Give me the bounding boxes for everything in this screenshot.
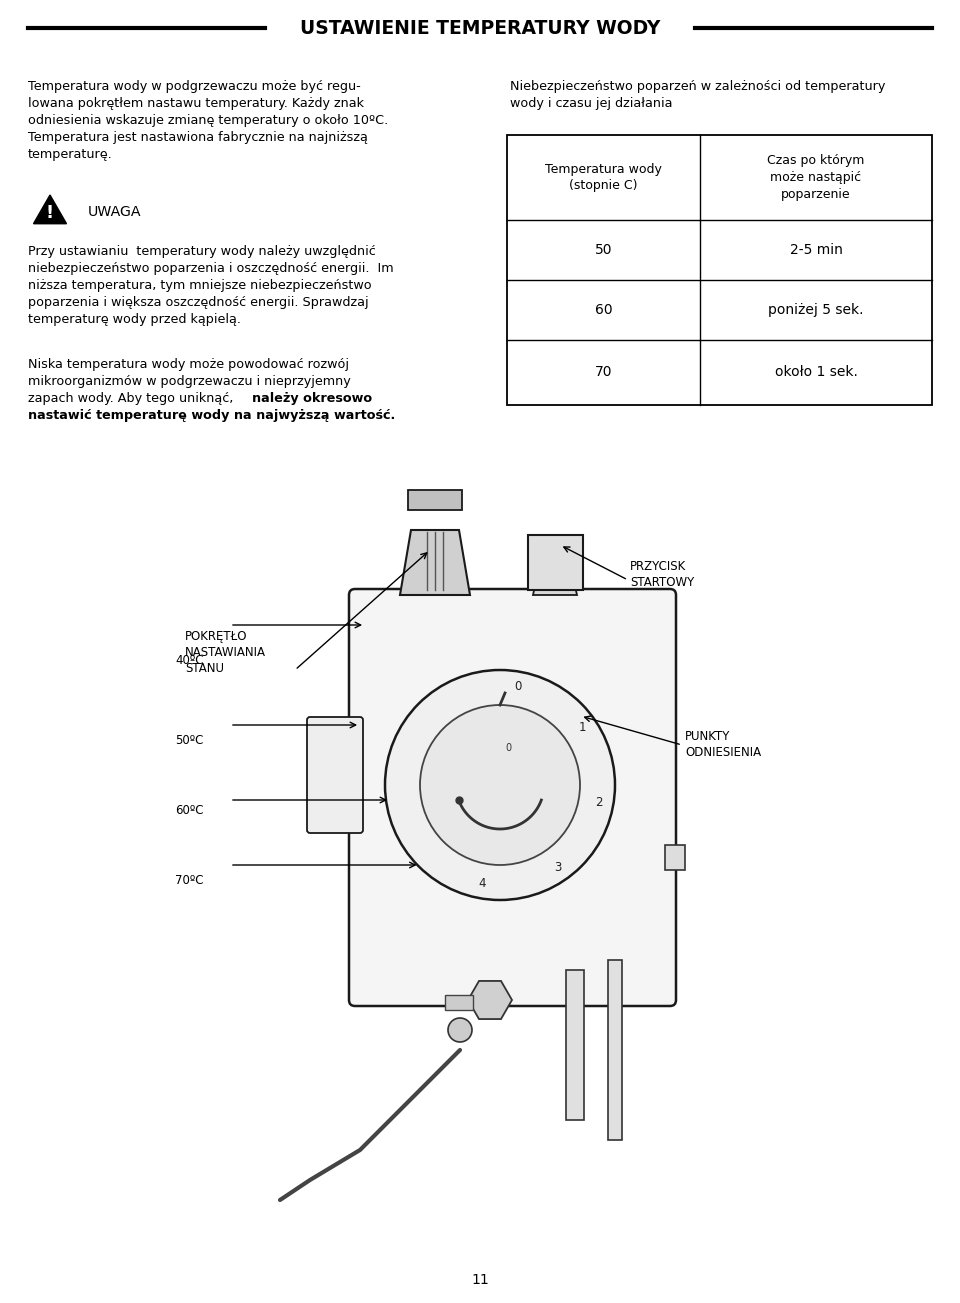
Text: temperaturę wody przed kąpielą.: temperaturę wody przed kąpielą.	[28, 313, 241, 326]
Text: 60: 60	[594, 304, 612, 317]
Bar	[507, 136, 932, 405]
Bar	[408, 490, 462, 509]
Text: nastawić temperaturę wody na najwyższą wartość.: nastawić temperaturę wody na najwyższą w…	[28, 409, 396, 422]
Text: 3: 3	[554, 861, 562, 874]
Bar	[527, 536, 583, 590]
Text: 11: 11	[471, 1273, 489, 1287]
Polygon shape	[533, 577, 577, 595]
Bar	[608, 960, 622, 1140]
Text: PUNKTY
ODNIESIENIA: PUNKTY ODNIESIENIA	[685, 730, 761, 760]
Text: zapach wody. Aby tego uniknąć,: zapach wody. Aby tego uniknąć,	[28, 392, 237, 405]
Text: 40ºC: 40ºC	[175, 654, 204, 667]
Text: 70ºC: 70ºC	[175, 873, 204, 886]
Polygon shape	[468, 981, 512, 1019]
Text: !: !	[46, 205, 54, 222]
Text: Temperatura jest nastawiona fabrycznie na najniższą: Temperatura jest nastawiona fabrycznie n…	[28, 132, 368, 145]
Text: PRZYCISK
STARTOWY: PRZYCISK STARTOWY	[630, 560, 694, 589]
Bar	[566, 969, 584, 1121]
Text: USTAWIENIE TEMPERATURY WODY: USTAWIENIE TEMPERATURY WODY	[300, 18, 660, 38]
Text: należy okresowo: należy okresowo	[252, 392, 372, 405]
Circle shape	[448, 1018, 472, 1042]
Text: Temperatura wody
(stopnie C): Temperatura wody (stopnie C)	[545, 163, 662, 193]
Text: UWAGA: UWAGA	[88, 205, 141, 219]
Text: lowana pokrętłem nastawu temperatury. Każdy znak: lowana pokrętłem nastawu temperatury. Ka…	[28, 96, 364, 109]
Text: odniesienia wskazuje zmianę temperatury o około 10ºC.: odniesienia wskazuje zmianę temperatury …	[28, 113, 388, 126]
Text: niższa temperatura, tym mniejsze niebezpieczeństwo: niższa temperatura, tym mniejsze niebezp…	[28, 279, 372, 292]
Text: poniżej 5 sek.: poniżej 5 sek.	[768, 304, 864, 317]
Text: Niska temperatura wody może powodować rozwój: Niska temperatura wody może powodować ro…	[28, 358, 349, 371]
Circle shape	[420, 705, 580, 865]
Polygon shape	[34, 195, 66, 224]
FancyBboxPatch shape	[307, 717, 363, 833]
Text: 0: 0	[514, 680, 521, 692]
Text: 0: 0	[505, 743, 511, 753]
Text: 1: 1	[579, 721, 586, 734]
Text: 60ºC: 60ºC	[175, 804, 204, 817]
Bar	[445, 995, 473, 1010]
Text: 50ºC: 50ºC	[175, 734, 204, 747]
Text: Temperatura wody w podgrzewaczu może być regu-: Temperatura wody w podgrzewaczu może być…	[28, 79, 361, 93]
Text: POKRĘTŁO
NASTAWIANIA
STANU: POKRĘTŁO NASTAWIANIA STANU	[185, 629, 266, 675]
FancyBboxPatch shape	[349, 589, 676, 1006]
Circle shape	[385, 670, 615, 900]
Text: 2-5 min: 2-5 min	[789, 242, 843, 257]
Text: 50: 50	[595, 242, 612, 257]
Text: poparzenia i większa oszczędność energii. Sprawdzaj: poparzenia i większa oszczędność energii…	[28, 296, 369, 309]
Text: Czas po którym
może nastąpić
poparzenie: Czas po którym może nastąpić poparzenie	[767, 154, 865, 201]
Text: mikroorganizmów w podgrzewaczu i nieprzyjemny: mikroorganizmów w podgrzewaczu i nieprzy…	[28, 375, 350, 388]
Polygon shape	[400, 530, 470, 595]
Text: wody i czasu jej działania: wody i czasu jej działania	[510, 96, 673, 109]
Text: Przy ustawianiu  temperatury wody należy uwzględnić: Przy ustawianiu temperatury wody należy …	[28, 245, 375, 258]
Text: około 1 sek.: około 1 sek.	[775, 366, 857, 379]
Text: niebezpieczeństwo poparzenia i oszczędność energii.  Im: niebezpieczeństwo poparzenia i oszczędno…	[28, 262, 394, 275]
Text: 70: 70	[595, 366, 612, 379]
Text: 4: 4	[479, 877, 487, 890]
Bar	[665, 846, 685, 870]
Text: Niebezpieczeństwo poparzeń w zależności od temperatury: Niebezpieczeństwo poparzeń w zależności …	[510, 79, 885, 93]
Text: 2: 2	[595, 796, 603, 809]
Text: temperaturę.: temperaturę.	[28, 149, 112, 162]
